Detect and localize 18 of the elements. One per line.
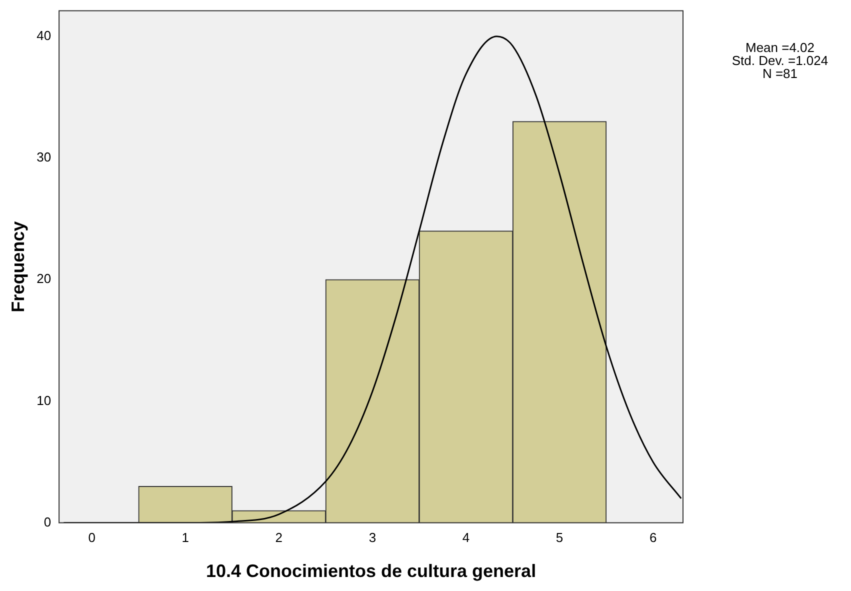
line-series	[62, 36, 682, 523]
y-tick-label: 0	[44, 514, 52, 530]
x-axis-title: 10.4 Conocimientos de cultura general	[206, 561, 536, 582]
y-axis-title: Frequency	[8, 221, 28, 312]
x-tick-label: 4	[462, 530, 470, 546]
x-tick-label: 0	[88, 530, 96, 546]
x-tick-label: 6	[649, 530, 657, 546]
x-tick-label: 3	[368, 530, 376, 546]
y-tick-label: 30	[36, 150, 52, 165]
text: Std. Dev. =1.024	[732, 53, 828, 68]
text: Mean =4.02	[745, 40, 815, 56]
text: N =81	[762, 66, 798, 82]
y-tick-label: 20	[36, 271, 52, 286]
y-tick-label: 10	[36, 392, 52, 408]
x-tick-label: 5	[556, 530, 564, 546]
y-tick-label: 40	[36, 28, 52, 43]
x-tick-label: 2	[275, 530, 283, 546]
x-tick-label: 1	[182, 530, 189, 546]
